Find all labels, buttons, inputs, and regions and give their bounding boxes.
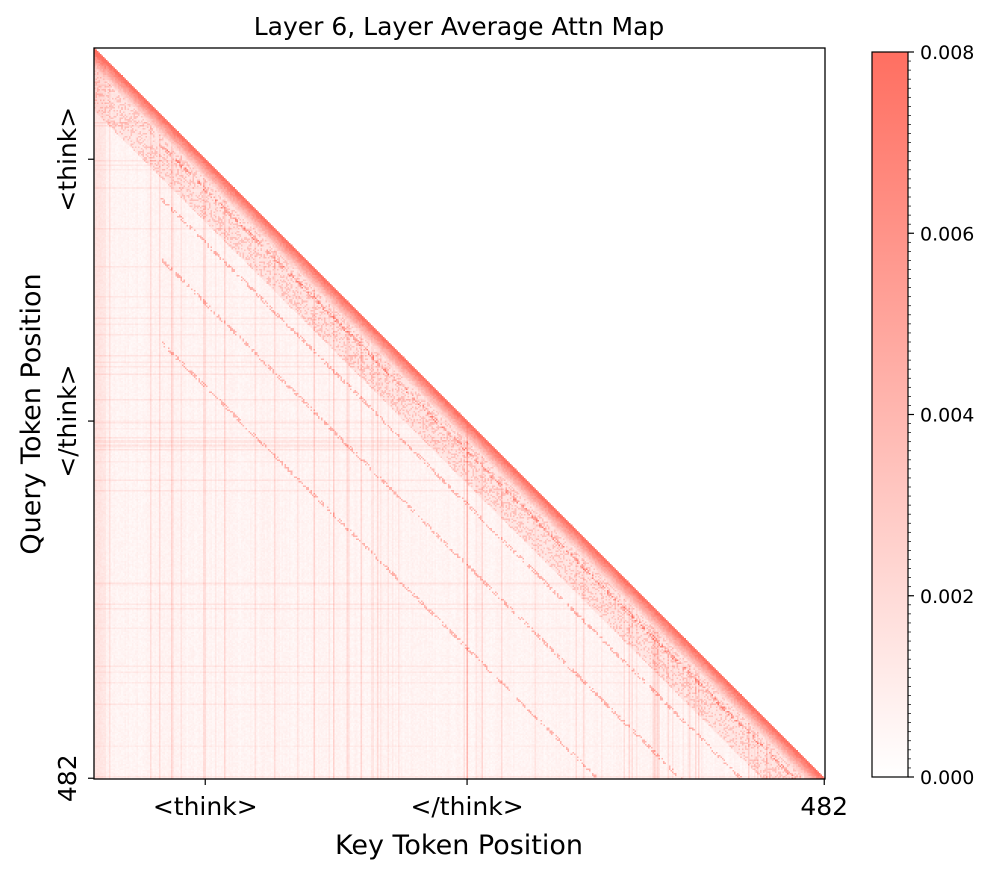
colorbar-tick-label: 0.004 [920, 405, 974, 427]
y-axis-ticks: <think> </think> 482 [53, 107, 94, 802]
colorbar-ticks: 0.000 0.002 0.004 0.006 0.008 [908, 42, 974, 789]
heatmap-cells [94, 48, 825, 779]
x-tick-label: </think> [410, 792, 523, 821]
y-tick-label: </think> [53, 364, 82, 477]
x-axis-label: Key Token Position [335, 830, 583, 861]
y-axis-label: Query Token Position [16, 273, 47, 554]
heatmap-plot-area [93, 47, 826, 780]
y-tick-label: <think> [53, 107, 82, 212]
colorbar-tick-label: 0.006 [920, 223, 974, 245]
y-tick-label: 482 [53, 754, 82, 802]
colorbar-tick-label: 0.000 [920, 767, 974, 789]
chart-title: Layer 6, Layer Average Attn Map [254, 12, 665, 41]
colorbar: 0.000 0.002 0.004 0.006 0.008 [871, 42, 974, 789]
heatmap-frame [93, 47, 826, 780]
colorbar-tick-label: 0.002 [920, 586, 974, 608]
x-tick-label: 482 [800, 792, 848, 821]
colorbar-tick-label: 0.008 [920, 42, 974, 64]
colorbar-gradient [871, 51, 909, 778]
x-tick-label: <think> [153, 792, 258, 821]
x-axis-ticks: <think> </think> 482 [153, 779, 848, 821]
